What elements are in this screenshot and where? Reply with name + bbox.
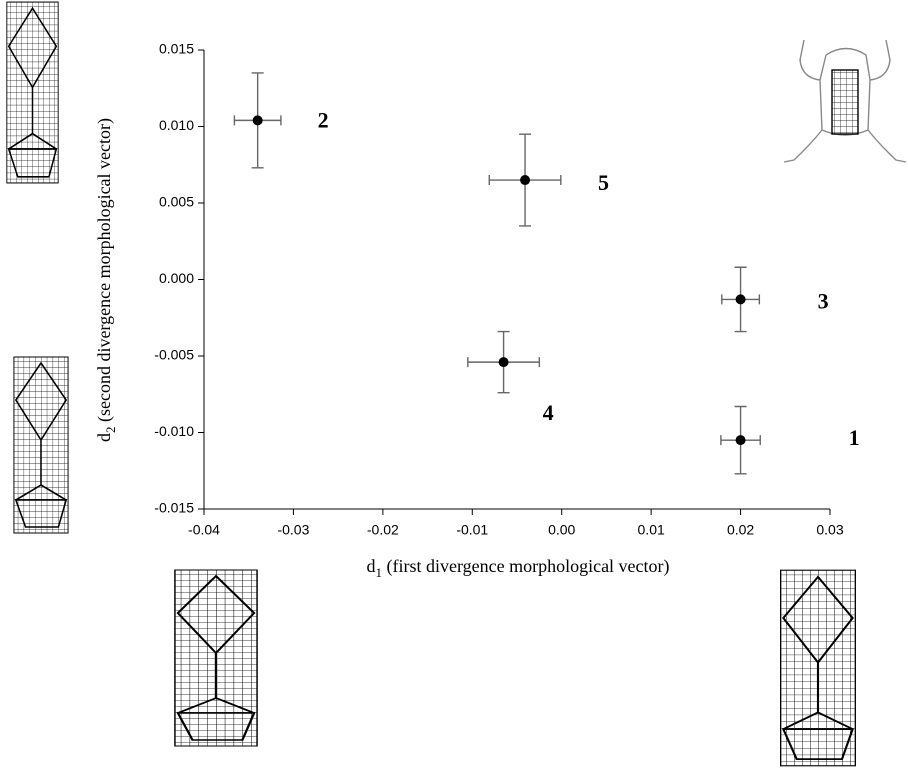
point (520, 175, 531, 186)
x-tick-label: 0.01 (638, 522, 665, 538)
point-label: 5 (598, 170, 609, 195)
point (735, 294, 746, 305)
y-tick-label: 0.015 (159, 41, 194, 57)
point-label: 1 (849, 425, 860, 450)
deformation-grids (6, 1, 857, 767)
y-tick-label: 0.010 (159, 117, 194, 133)
x-tick-label: 0.00 (548, 522, 575, 538)
x-tick-label: -0.04 (188, 522, 220, 538)
y-tick-label: -0.010 (154, 423, 194, 439)
point (735, 435, 746, 446)
point (498, 357, 509, 368)
y-tick-label: -0.005 (154, 347, 194, 363)
x-tick-label: 0.02 (727, 522, 754, 538)
y-axis-label: d2 (second divergence morphological vect… (94, 118, 118, 442)
x-tick-label: -0.02 (367, 522, 399, 538)
point-label: 2 (318, 107, 329, 132)
x-axis-label: d1 (first divergence morphological vecto… (366, 556, 669, 580)
point (252, 115, 263, 126)
frog-illustration (783, 39, 907, 163)
y-tick-label: 0.005 (159, 194, 194, 210)
point-label: 4 (543, 400, 554, 425)
x-tick-label: -0.03 (277, 522, 309, 538)
x-tick-label: -0.01 (456, 522, 488, 538)
y-tick-label: -0.015 (154, 500, 194, 516)
x-tick-label: 0.03 (816, 522, 843, 538)
point-label: 3 (818, 288, 829, 313)
y-tick-label: 0.000 (159, 270, 194, 286)
